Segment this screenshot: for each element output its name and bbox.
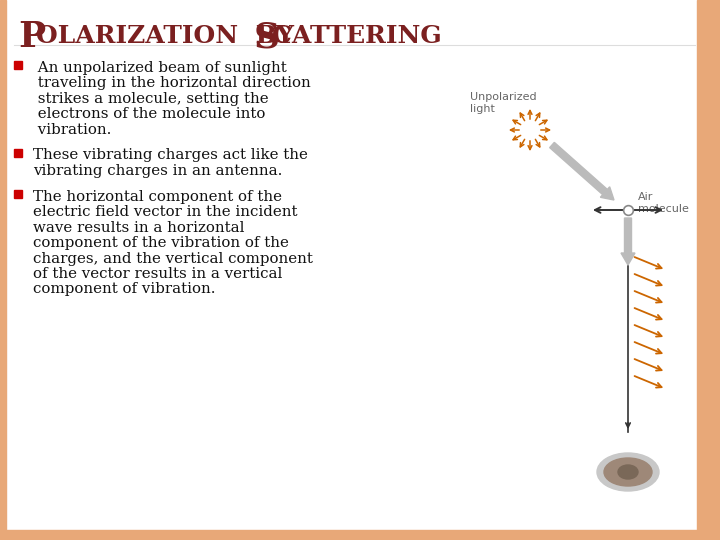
Text: vibration.: vibration. — [33, 123, 112, 137]
Text: component of the vibration of the: component of the vibration of the — [33, 236, 289, 250]
Text: CATTERING: CATTERING — [272, 24, 442, 48]
Text: wave results in a horizontal: wave results in a horizontal — [33, 220, 245, 234]
Text: of the vector results in a vertical: of the vector results in a vertical — [33, 267, 282, 281]
Text: vibrating charges in an antenna.: vibrating charges in an antenna. — [33, 164, 282, 178]
FancyArrow shape — [621, 218, 635, 265]
Bar — [0, 0, 6, 540]
FancyArrow shape — [549, 143, 614, 200]
Text: Air
molecule: Air molecule — [638, 192, 689, 214]
Bar — [697, 0, 720, 540]
Text: OLARIZATION  BY: OLARIZATION BY — [36, 24, 302, 48]
Text: charges, and the vertical component: charges, and the vertical component — [33, 252, 313, 266]
Text: These vibrating charges act like the: These vibrating charges act like the — [33, 148, 308, 163]
Text: Unpolarized
light: Unpolarized light — [470, 92, 536, 113]
Ellipse shape — [597, 453, 659, 491]
Text: The horizontal component of the: The horizontal component of the — [33, 190, 282, 204]
Bar — [0, 530, 720, 540]
Text: electric field vector in the incident: electric field vector in the incident — [33, 205, 297, 219]
Text: traveling in the horizontal direction: traveling in the horizontal direction — [33, 77, 311, 91]
Text: electrons of the molecule into: electrons of the molecule into — [33, 107, 266, 122]
Text: S: S — [254, 20, 280, 54]
Ellipse shape — [604, 458, 652, 486]
Text: An unpolarized beam of sunlight: An unpolarized beam of sunlight — [33, 61, 287, 75]
Text: strikes a molecule, setting the: strikes a molecule, setting the — [33, 92, 269, 106]
Text: P: P — [18, 20, 45, 54]
Ellipse shape — [618, 465, 638, 479]
Text: component of vibration.: component of vibration. — [33, 282, 215, 296]
